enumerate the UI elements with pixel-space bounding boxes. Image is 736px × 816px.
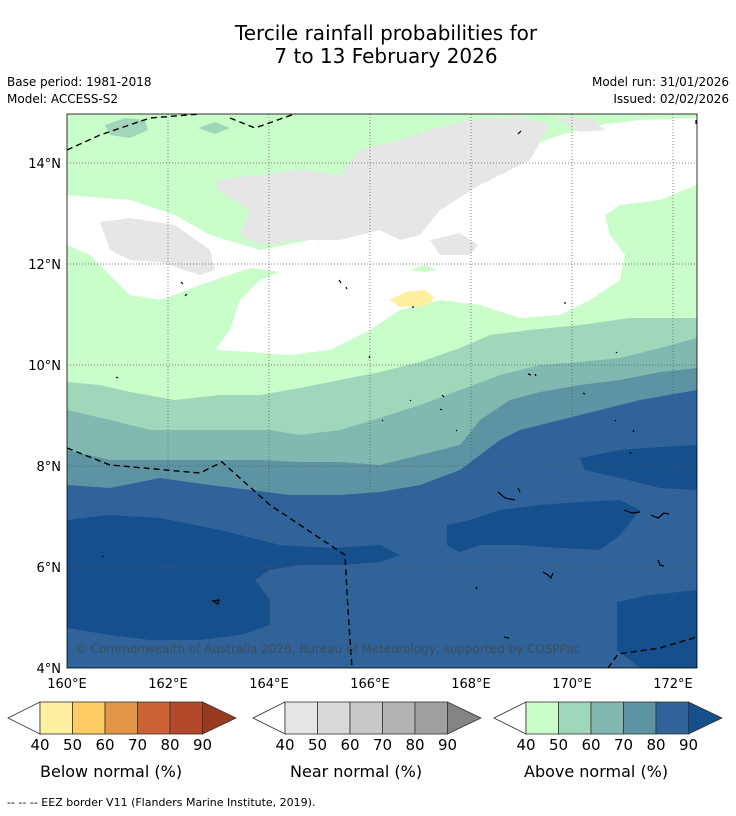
lon-label: 172°E — [653, 677, 693, 692]
below-40-region — [390, 290, 435, 307]
legend-near-tick: 50 — [307, 736, 328, 754]
map-frame — [66, 113, 698, 669]
islands — [101, 120, 697, 639]
near-40-region — [555, 118, 605, 132]
legend-near — [252, 701, 482, 735]
lat-label: 14°N — [28, 157, 61, 172]
near-40-region — [380, 145, 432, 180]
eez-border — [67, 114, 697, 668]
lon-label: 166°E — [350, 677, 390, 692]
legend-near-high-arrow — [447, 701, 482, 735]
legend-below-tick: 80 — [160, 736, 180, 754]
lat-label: 10°N — [28, 359, 61, 374]
legend-below-tick: 60 — [95, 736, 115, 754]
legend-swatch — [317, 701, 351, 735]
lat-axis: 14°N 12°N 10°N 8°N 6°N 4°N — [28, 157, 61, 677]
lon-label: 168°E — [451, 677, 491, 692]
legend-near-tick: 90 — [437, 736, 458, 754]
model-name: Model: ACCESS-S2 — [7, 92, 119, 106]
legend-above-low-arrow — [493, 701, 527, 735]
legend-above-tick: 90 — [678, 736, 699, 754]
legend-swatch — [655, 701, 689, 735]
lon-label: 160°E — [47, 677, 87, 692]
legend-below-tick: 50 — [62, 736, 83, 754]
legend-swatch — [104, 701, 138, 735]
legend-swatch — [284, 701, 318, 735]
legend-swatch — [39, 701, 73, 735]
legend-near-tick: 70 — [372, 736, 393, 754]
legend-below-high-arrow — [202, 701, 237, 735]
legend-above — [493, 701, 723, 735]
legend-above-tick: 80 — [646, 736, 666, 754]
legend-swatch — [590, 701, 624, 735]
legend-swatch — [382, 701, 416, 735]
lon-label: 162°E — [148, 677, 188, 692]
legend-above-title: Above normal (%) — [524, 762, 669, 781]
graticule — [67, 114, 697, 668]
lat-label: 12°N — [28, 258, 61, 273]
white-region — [67, 118, 697, 355]
legend-near-tick: 40 — [275, 736, 295, 754]
title-line-1: Tercile rainfall probabilities for — [234, 21, 538, 45]
legend-swatch — [558, 701, 592, 735]
above-50-region — [198, 122, 230, 134]
base-period: Base period: 1981-2018 — [7, 75, 152, 89]
legend-above-tick: 50 — [548, 736, 569, 754]
legend-near-title: Near normal (%) — [290, 762, 423, 781]
lat-label: 8°N — [37, 460, 62, 475]
legend-swatch — [72, 701, 106, 735]
lon-label: 164°E — [249, 677, 289, 692]
legend-swatch — [414, 701, 448, 735]
above-90-region — [617, 590, 697, 668]
legend-below-tick: 90 — [192, 736, 213, 754]
legend-above-high-arrow — [688, 701, 723, 735]
lon-label: 170°E — [552, 677, 592, 692]
legend-swatch — [137, 701, 171, 735]
legend-near-tick: 80 — [405, 736, 425, 754]
copyright-notice: © Commonwealth of Australia 2026, Bureau… — [75, 642, 580, 656]
legend-below-title: Below normal (%) — [40, 762, 183, 781]
legend-below-low-arrow — [7, 701, 41, 735]
legend-above-tick: 60 — [581, 736, 601, 754]
meta-left: Base period: 1981-2018 Model: ACCESS-S2 — [7, 74, 152, 108]
near-40-region — [100, 218, 215, 275]
legend-swatch — [525, 701, 559, 735]
meta-right: Model run: 31/01/2026 Issued: 02/02/2026 — [592, 74, 729, 108]
near-40-region — [430, 233, 478, 255]
model-run: Model run: 31/01/2026 — [591, 75, 729, 89]
issued-date: Issued: 02/02/2026 — [613, 92, 729, 106]
lat-label: 4°N — [37, 662, 62, 677]
legend-below-tick: 40 — [30, 736, 50, 754]
legend-near-tick: 60 — [340, 736, 360, 754]
legend-swatch — [169, 701, 203, 735]
legend-below-tick: 70 — [127, 736, 148, 754]
legend-near-low-arrow — [252, 701, 286, 735]
eez-footnote: -- -- -- EEZ border V11 (Flanders Marine… — [7, 796, 316, 809]
lon-axis: 160°E 162°E 164°E 166°E 168°E 170°E 172°… — [47, 677, 693, 692]
above-90-region — [67, 515, 400, 640]
title-line-2: 7 to 13 February 2026 — [274, 44, 498, 68]
above-90-region — [447, 500, 640, 552]
legend-above-tick: 40 — [516, 736, 536, 754]
legend-swatch — [623, 701, 657, 735]
above-90-region — [580, 445, 697, 490]
map-title: Tercile rainfall probabilities for 7 to … — [0, 22, 736, 68]
legend-swatch — [349, 701, 383, 735]
above-40-region — [410, 265, 437, 272]
lat-label: 6°N — [37, 561, 62, 576]
near-40-region — [217, 116, 550, 245]
legend-above-tick: 70 — [613, 736, 634, 754]
legend-below — [7, 701, 237, 735]
